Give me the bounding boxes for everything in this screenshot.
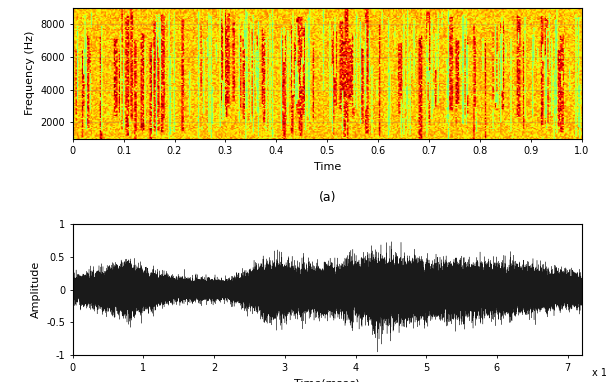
Y-axis label: Frequency (Hz): Frequency (Hz) (25, 31, 35, 115)
Text: (a): (a) (319, 191, 336, 204)
Text: x 10⁴: x 10⁴ (592, 368, 606, 379)
X-axis label: Time: Time (314, 162, 341, 172)
X-axis label: Time(msec): Time(msec) (295, 379, 360, 382)
Y-axis label: Amplitude: Amplitude (31, 261, 41, 318)
